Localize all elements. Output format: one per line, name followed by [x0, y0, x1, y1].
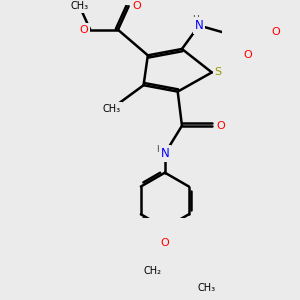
Text: O: O: [133, 1, 142, 11]
Text: O: O: [244, 50, 253, 60]
Text: CH₃: CH₃: [103, 104, 121, 114]
Text: H: H: [192, 15, 199, 24]
Text: N: N: [160, 147, 169, 160]
Text: H: H: [157, 145, 164, 154]
Text: O: O: [160, 238, 169, 248]
Text: S: S: [215, 68, 222, 77]
Text: O: O: [271, 27, 280, 37]
Text: O: O: [216, 121, 225, 131]
Text: CH₃: CH₃: [197, 283, 215, 293]
Text: N: N: [195, 19, 203, 32]
Text: CH₂: CH₂: [144, 266, 162, 276]
Text: CH₃: CH₃: [70, 1, 88, 11]
Text: O: O: [80, 25, 88, 35]
